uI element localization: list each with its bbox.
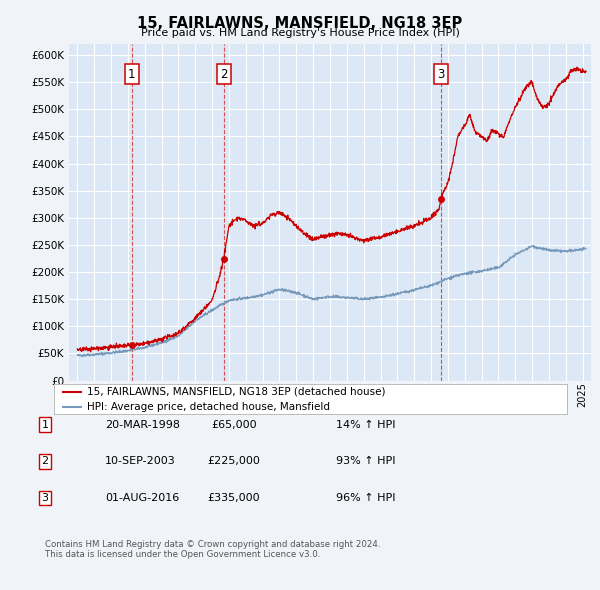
Text: 01-AUG-2016: 01-AUG-2016 bbox=[105, 493, 179, 503]
Text: 15, FAIRLAWNS, MANSFIELD, NG18 3EP: 15, FAIRLAWNS, MANSFIELD, NG18 3EP bbox=[137, 16, 463, 31]
Text: 2: 2 bbox=[41, 457, 49, 466]
Text: 15, FAIRLAWNS, MANSFIELD, NG18 3EP (detached house): 15, FAIRLAWNS, MANSFIELD, NG18 3EP (deta… bbox=[88, 387, 386, 397]
Text: HPI: Average price, detached house, Mansfield: HPI: Average price, detached house, Mans… bbox=[88, 402, 331, 411]
Text: 10-SEP-2003: 10-SEP-2003 bbox=[105, 457, 176, 466]
Text: 3: 3 bbox=[437, 68, 445, 81]
Text: Price paid vs. HM Land Registry's House Price Index (HPI): Price paid vs. HM Land Registry's House … bbox=[140, 28, 460, 38]
Text: £65,000: £65,000 bbox=[211, 420, 257, 430]
Text: 3: 3 bbox=[41, 493, 49, 503]
Text: 96% ↑ HPI: 96% ↑ HPI bbox=[336, 493, 395, 503]
Text: £225,000: £225,000 bbox=[208, 457, 260, 466]
Text: 14% ↑ HPI: 14% ↑ HPI bbox=[336, 420, 395, 430]
Text: 1: 1 bbox=[128, 68, 136, 81]
Text: 20-MAR-1998: 20-MAR-1998 bbox=[105, 420, 180, 430]
Text: Contains HM Land Registry data © Crown copyright and database right 2024.
This d: Contains HM Land Registry data © Crown c… bbox=[45, 540, 380, 559]
Text: 2: 2 bbox=[220, 68, 227, 81]
Text: 1: 1 bbox=[41, 420, 49, 430]
Text: 93% ↑ HPI: 93% ↑ HPI bbox=[336, 457, 395, 466]
Text: £335,000: £335,000 bbox=[208, 493, 260, 503]
